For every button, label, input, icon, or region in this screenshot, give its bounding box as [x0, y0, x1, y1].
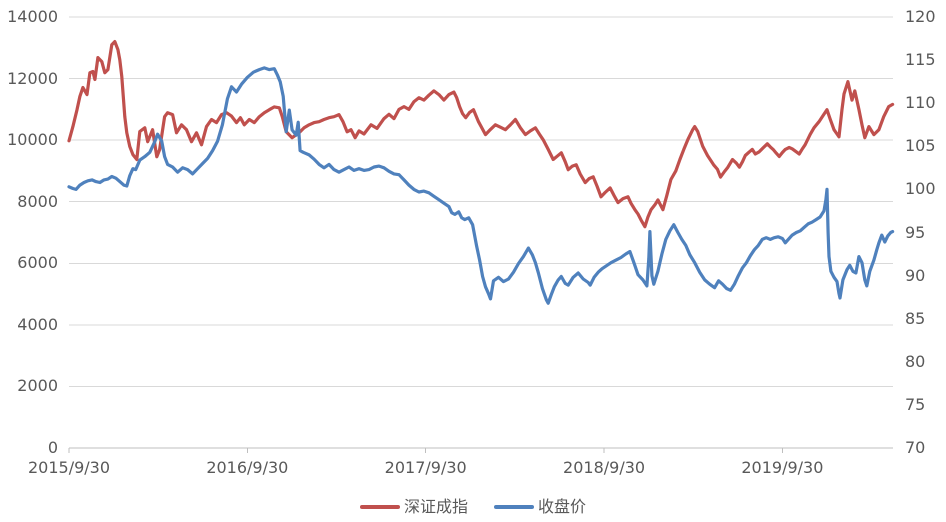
legend-label-close-price: 收盘价 [538, 497, 587, 516]
y-axis-right-label: 95 [905, 222, 926, 242]
y-axis-right-label: 90 [905, 265, 926, 285]
y-axis-right-label: 120 [905, 7, 936, 26]
y-axis-right-label: 115 [905, 50, 936, 70]
legend-label-shenzhen-index: 深证成指 [403, 497, 468, 516]
y-axis-right-label: 105 [905, 136, 936, 156]
y-axis-right-label: 70 [905, 438, 926, 457]
series-line-shenzhen-index [67, 39, 895, 229]
y-axis-left-label: 12000 [7, 68, 58, 88]
legend: 深证成指 收盘价 [0, 498, 946, 516]
y-axis-right-label: 100 [905, 179, 936, 199]
legend-item-close-price: 收盘价 [494, 498, 586, 516]
y-axis-right-label: 80 [905, 351, 926, 371]
x-axis-label: 2016/9/30 [206, 458, 289, 477]
x-axis-label: 2018/9/30 [563, 458, 646, 477]
y-axis-left-label: 10000 [7, 130, 58, 150]
series-line-close-price [67, 66, 895, 305]
legend-line-swatch-blue [494, 505, 534, 509]
y-axis-left-label: 8000 [17, 191, 58, 211]
legend-line-swatch-red [359, 505, 400, 509]
y-axis-right-label: 75 [905, 394, 926, 414]
legend-item-shenzhen-index: 深证成指 [359, 497, 468, 516]
y-axis-left-label: 4000 [17, 314, 58, 334]
y-axis-left-label: 14000 [7, 7, 58, 26]
x-axis-label: 2019/9/30 [741, 458, 824, 477]
x-axis-label: 2017/9/30 [384, 458, 467, 477]
x-axis-label: 2015/9/30 [27, 458, 111, 477]
y-axis-left-label: 0 [47, 438, 58, 457]
y-axis-right-label: 85 [905, 308, 926, 328]
y-axis-right-label: 110 [905, 93, 936, 113]
y-axis-left-label: 2000 [17, 376, 58, 396]
y-axis-left-label: 6000 [17, 253, 58, 273]
